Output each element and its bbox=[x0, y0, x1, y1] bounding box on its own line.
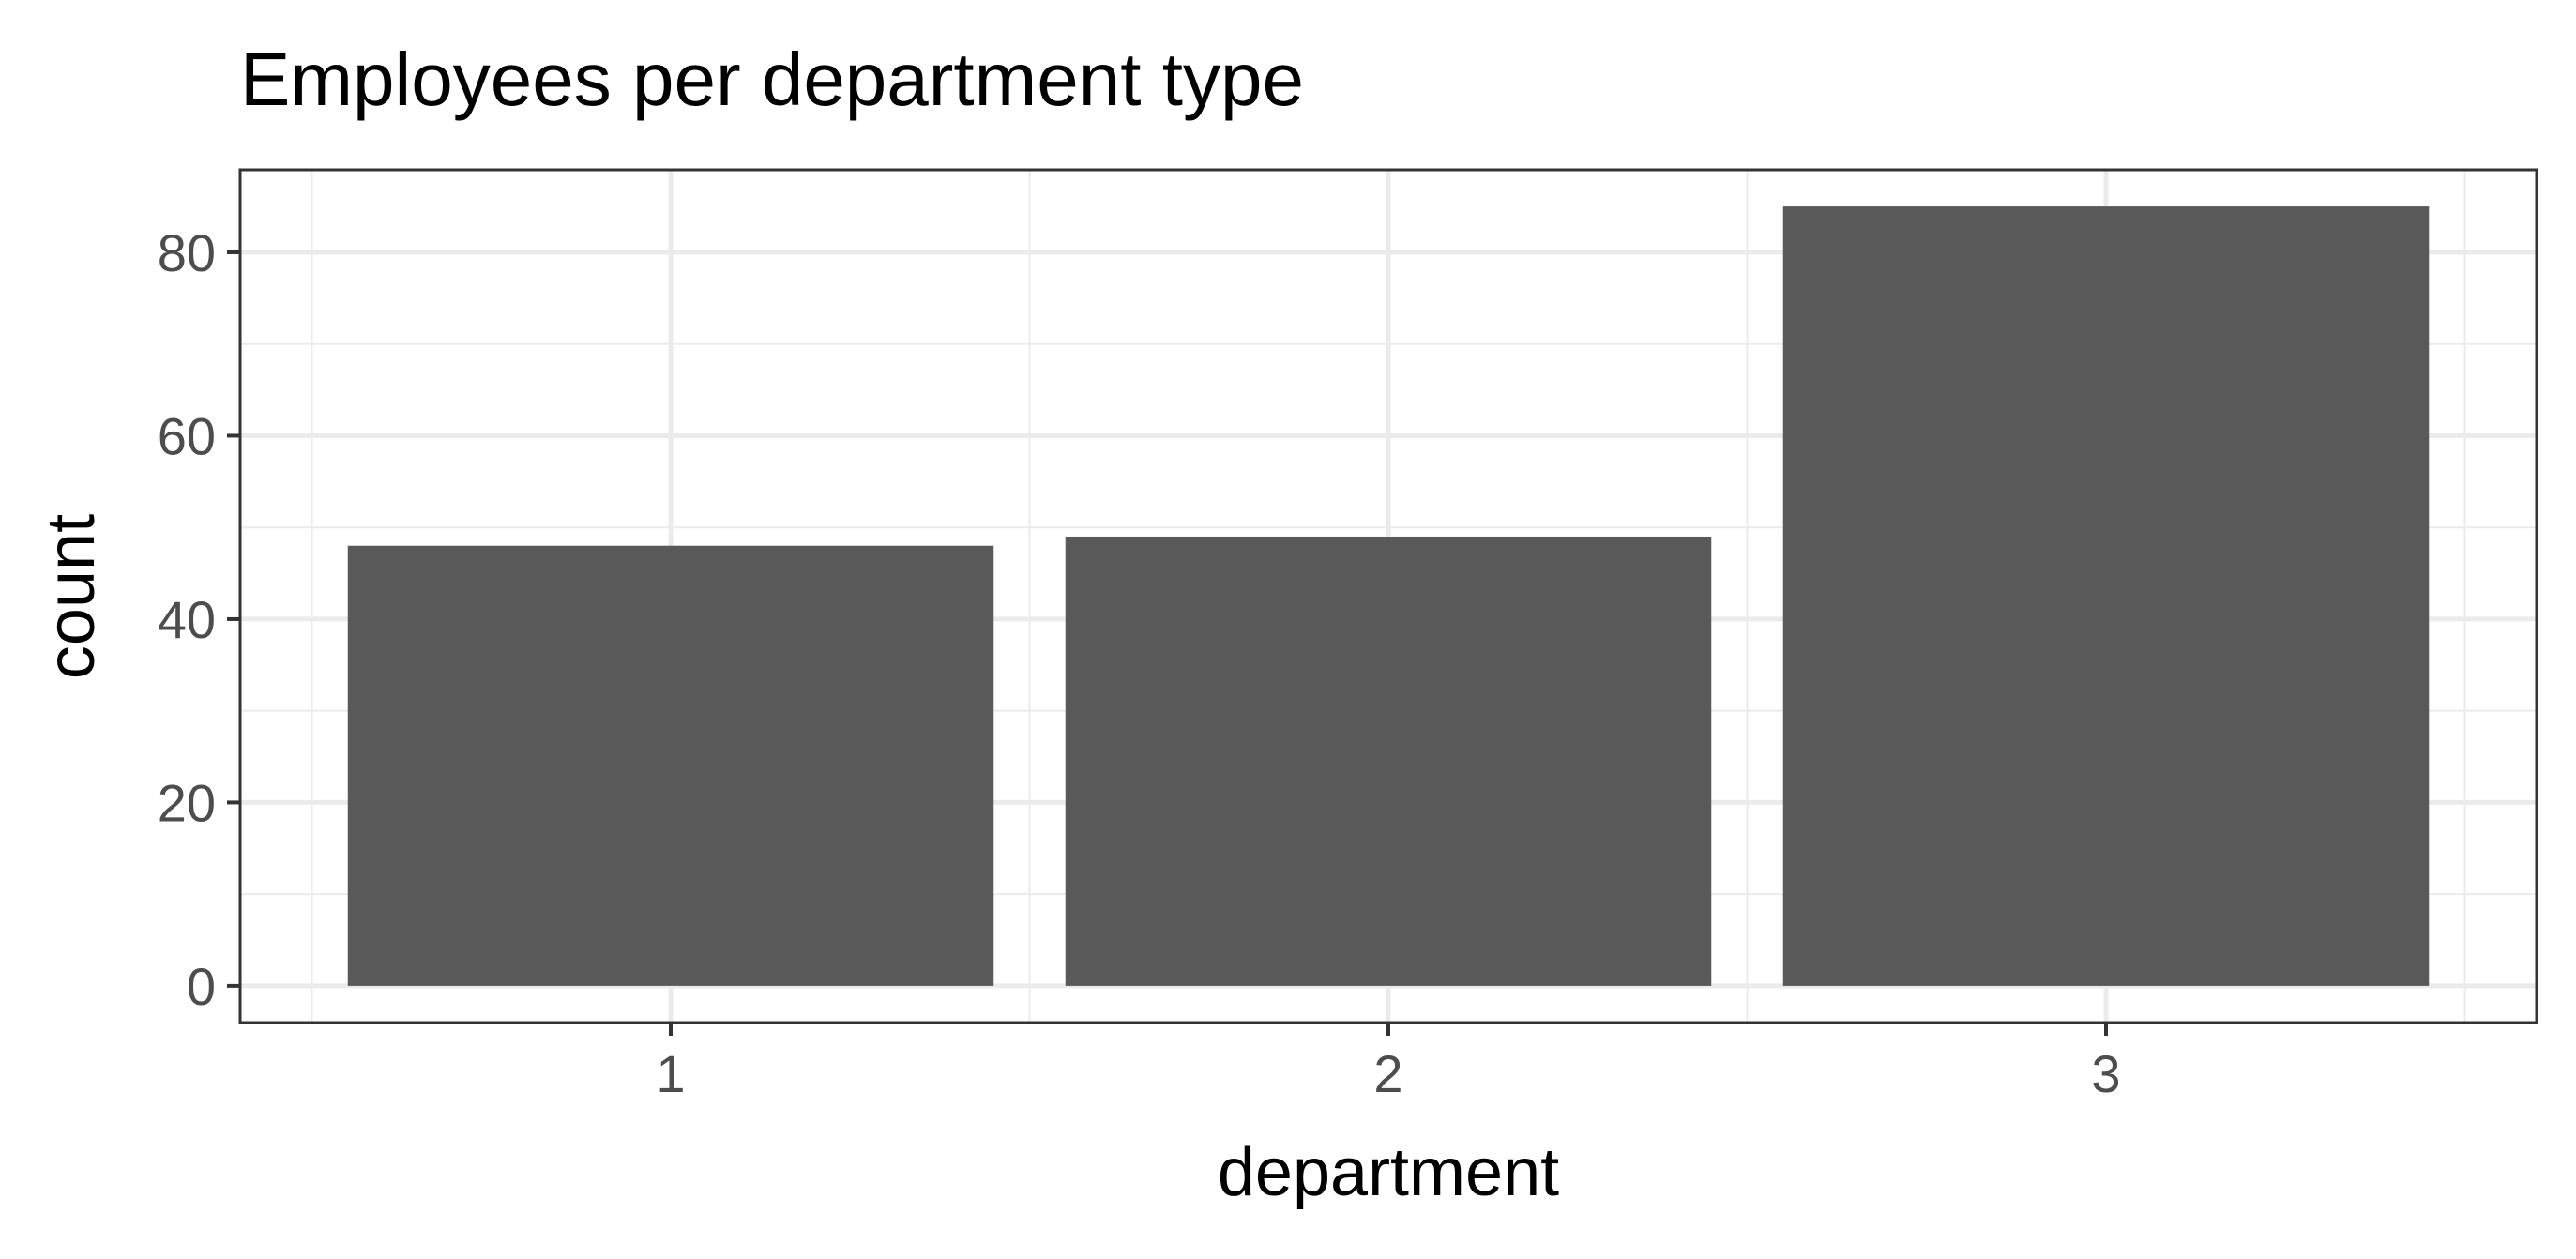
y-tick-label: 60 bbox=[158, 406, 216, 465]
bar-department-2 bbox=[1065, 536, 1712, 986]
bar-department-3 bbox=[1782, 206, 2430, 986]
y-tick-label: 20 bbox=[158, 773, 216, 832]
x-axis-title: department bbox=[1218, 1135, 1559, 1210]
x-tick-label: 1 bbox=[656, 1044, 685, 1103]
y-tick-label: 0 bbox=[187, 957, 216, 1016]
bars bbox=[347, 206, 2430, 986]
x-tick-label: 2 bbox=[1373, 1044, 1402, 1103]
axes: 0 20 40 60 80 1 2 3 bbox=[158, 223, 2121, 1103]
x-tick-label: 3 bbox=[2091, 1044, 2120, 1103]
y-tick-label: 80 bbox=[158, 223, 216, 282]
chart-title: Employees per department type bbox=[240, 38, 1304, 121]
bar-department-1 bbox=[347, 545, 994, 986]
y-tick-label: 40 bbox=[158, 590, 216, 649]
y-axis-title: count bbox=[34, 514, 109, 679]
